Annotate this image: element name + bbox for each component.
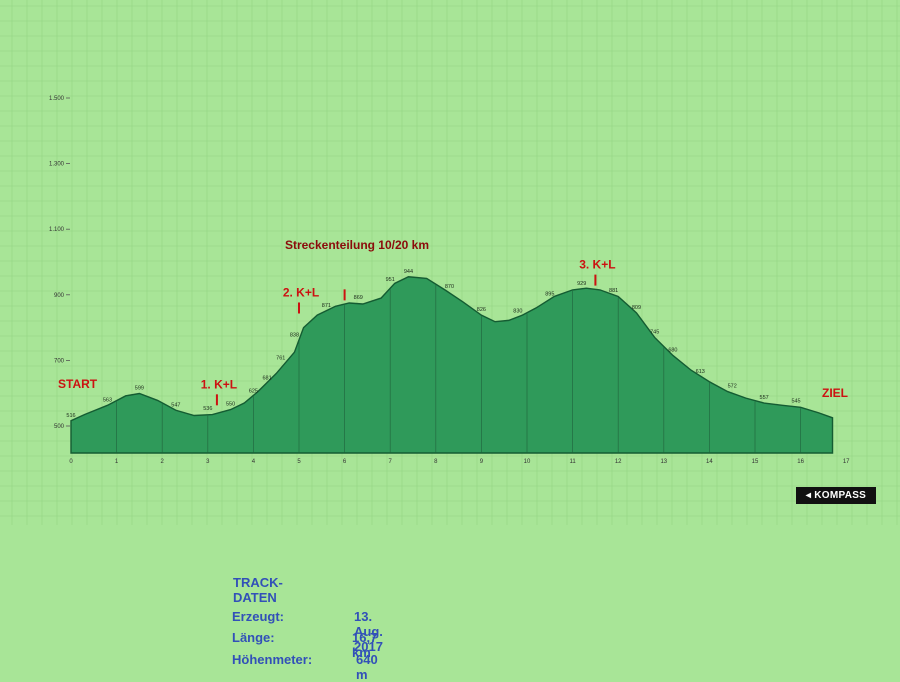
length-label: Länge: — [232, 630, 275, 645]
x-tick-label: 1 — [115, 459, 119, 465]
elevation-label: 745 — [650, 329, 659, 335]
end-label: ZIEL — [822, 386, 848, 400]
x-tick-label: 7 — [389, 459, 393, 465]
start-label: START — [58, 377, 98, 391]
checkpoint-label: 2. K+L — [283, 285, 319, 299]
x-tick-label: 8 — [434, 459, 438, 465]
y-tick-label: 900 — [54, 293, 65, 299]
elevation-label: 761 — [276, 356, 285, 362]
x-tick-label: 2 — [161, 459, 165, 465]
elevation-label: 951 — [386, 277, 395, 283]
elevation-label: 809 — [632, 305, 641, 311]
elevation-label: 563 — [103, 397, 112, 403]
elevation-label: 929 — [577, 281, 586, 287]
elevation-label: 545 — [791, 398, 800, 404]
chart-subtitle: Streckenteilung 10/20 km — [285, 238, 429, 252]
track-info-title: TRACK-DATEN — [233, 575, 283, 605]
x-tick-label: 16 — [797, 459, 804, 465]
elevation-area — [70, 276, 834, 454]
checkpoint-label: 1. K+L — [201, 377, 237, 391]
elevation-label: 871 — [322, 303, 331, 309]
checkpoint-label: 3. K+L — [579, 258, 615, 272]
x-tick-label: 14 — [706, 459, 713, 465]
y-tick-label: 500 — [54, 424, 65, 430]
checkpoint-marker — [594, 274, 597, 286]
km-lines — [116, 285, 801, 453]
elevation-label: 572 — [728, 384, 737, 390]
checkpoint-marker — [215, 394, 218, 406]
checkpoint-markers: 1. K+L 2. K+L 3. K+L — [201, 258, 616, 406]
elevation-label: 547 — [171, 402, 180, 408]
x-tick-label: 0 — [69, 459, 73, 465]
kompass-logo: ◂ KOMPASS — [796, 487, 876, 504]
elevation-label: 625 — [249, 388, 258, 394]
created-label: Erzeugt: — [232, 609, 284, 624]
x-tick-label: 17 — [843, 459, 850, 465]
y-tick-label: 1.500 — [49, 96, 65, 102]
x-tick-label: 13 — [660, 459, 667, 465]
elevation-label: 881 — [609, 288, 618, 294]
ascent-label: Höhenmeter: — [232, 652, 313, 667]
elevation-label: 944 — [404, 269, 413, 275]
elevation-label: 870 — [445, 284, 454, 290]
x-tick-label: 3 — [206, 459, 210, 465]
elevation-label: 826 — [477, 307, 486, 313]
y-tick-label: 1.300 — [49, 162, 65, 168]
y-tick-label: 1.100 — [49, 227, 65, 233]
x-tick-label: 9 — [480, 459, 484, 465]
x-tick-label: 15 — [752, 459, 759, 465]
elevation-label: 557 — [760, 395, 769, 401]
checkpoint-marker — [298, 302, 300, 314]
elevation-label: 869 — [354, 295, 363, 301]
elevation-label: 838 — [290, 333, 299, 339]
elevation-label: 516 — [66, 413, 75, 419]
elevation-label: 681 — [262, 375, 271, 381]
elevation-label: 613 — [696, 369, 705, 375]
ascent-value: 640 m — [356, 652, 378, 682]
x-tick-label: 5 — [297, 459, 301, 465]
kompass-logo-text: KOMPASS — [814, 490, 867, 501]
y-tick-label: 700 — [54, 358, 65, 364]
y-axis-labels: 500 700 900 1.100 1.300 1.500 — [49, 96, 70, 430]
elevation-label: 830 — [513, 308, 522, 314]
checkpoint-marker — [343, 289, 346, 301]
x-tick-label: 12 — [615, 459, 622, 465]
elevation-label: 599 — [135, 386, 144, 392]
elevation-label: 536 — [203, 406, 212, 412]
x-tick-label: 10 — [524, 459, 531, 465]
elevation-label: 680 — [668, 347, 677, 353]
elevation-labels: 516 563 599 547 536 550 625 681 761 838 871 869 951 9… — [66, 269, 800, 419]
x-tick-label: 6 — [343, 459, 347, 465]
elevation-label: 550 — [226, 402, 235, 408]
elevation-label: 895 — [545, 292, 554, 298]
x-tick-label: 11 — [569, 459, 576, 465]
x-tick-label: 4 — [252, 459, 256, 465]
x-axis-labels: 0 1 2 3 4 5 6 7 8 9 10 11 12 13 14 15 16 17 — [69, 452, 850, 465]
